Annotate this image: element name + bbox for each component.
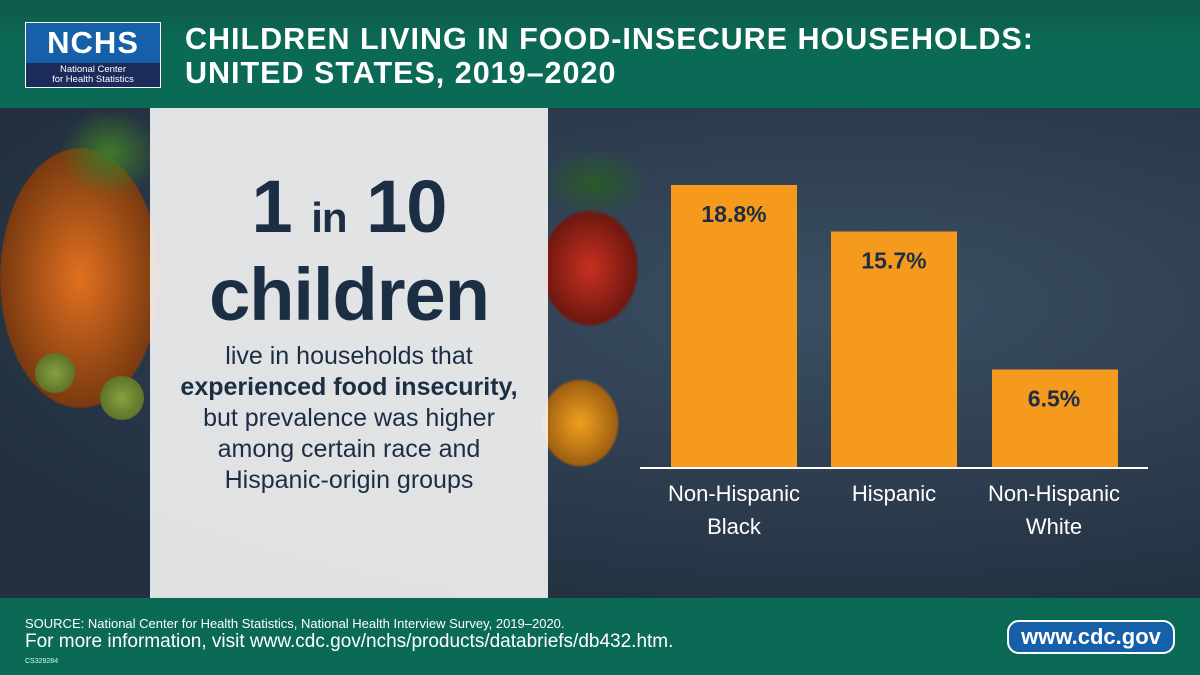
category-label: Non-Hispanic [668,481,800,506]
footer: SOURCE: National Center for Health Stati… [0,598,1200,675]
tomatoes-image [540,208,640,328]
cdc-website-button[interactable]: www.cdc.gov [1007,620,1175,654]
ratio-denominator: 10 [366,165,447,248]
pepper-image [540,378,620,468]
bar [831,231,957,467]
document-code: CS329284 [25,658,59,665]
data-label: 18.8% [701,201,766,227]
desc-part-2: but prevalence was higher among certain … [203,404,495,494]
desc-emphasis: experienced food insecurity, [180,373,518,401]
category-label: White [1026,514,1082,539]
bar [992,369,1118,467]
header-banner: NCHS National Center for Health Statistic… [0,0,1200,108]
bar [671,185,797,467]
key-finding-panel: 1 in 10 children live in households that… [150,108,548,598]
logo-subtitle-line-1: National Center [59,64,126,75]
headline-ratio: 1 in 10 [150,170,548,255]
title-line-1: CHILDREN LIVING IN FOOD-INSECURE HOUSEHO… [185,22,1034,56]
logo-subtitle-line-2: for Health Statistics [52,74,134,85]
title-line-2: UNITED STATES, 2019–2020 [185,56,617,90]
more-info-text: For more information, visit www.cdc.gov/… [25,631,674,652]
headline-word: children [209,253,490,336]
data-label: 6.5% [1028,386,1080,412]
herbs-image [60,108,160,198]
category-label: Non-Hispanic [988,481,1120,506]
data-label: 15.7% [861,248,926,274]
desc-part-1: live in households that [225,342,473,370]
finding-description: live in households that experienced food… [150,341,548,496]
logo-text: NCHS [47,25,139,60]
nchs-logo: NCHS National Center for Health Statistic… [25,22,161,88]
logo-subtitle: National Center for Health Statistics [26,63,160,87]
category-label: Black [707,514,762,539]
page-title: CHILDREN LIVING IN FOOD-INSECURE HOUSEHO… [185,22,1034,90]
ratio-in: in [311,194,347,241]
category-label: Hispanic [852,481,936,506]
ratio-numerator: 1 [251,165,293,248]
sprout-image [35,353,75,393]
sprout-image [100,376,144,420]
source-note: SOURCE: National Center for Health Stati… [25,616,565,631]
zucchini-image [540,148,650,218]
